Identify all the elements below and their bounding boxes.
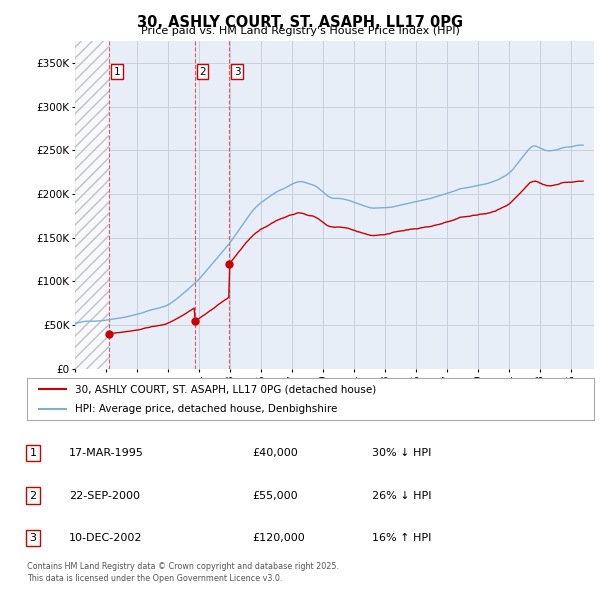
Text: 17-MAR-1995: 17-MAR-1995 [69,448,144,458]
Bar [75,41,109,369]
Text: 2: 2 [199,67,206,77]
Text: £120,000: £120,000 [252,533,305,543]
Text: 3: 3 [29,533,37,543]
Text: 3: 3 [234,67,241,77]
Text: Price paid vs. HM Land Registry's House Price Index (HPI): Price paid vs. HM Land Registry's House … [140,26,460,36]
Text: 30, ASHLY COURT, ST. ASAPH, LL17 0PG (detached house): 30, ASHLY COURT, ST. ASAPH, LL17 0PG (de… [75,385,376,395]
Text: 10-DEC-2002: 10-DEC-2002 [69,533,143,543]
Text: Contains HM Land Registry data © Crown copyright and database right 2025.
This d: Contains HM Land Registry data © Crown c… [27,562,339,583]
Text: £55,000: £55,000 [252,491,298,500]
Text: 26% ↓ HPI: 26% ↓ HPI [372,491,431,500]
Text: 22-SEP-2000: 22-SEP-2000 [69,491,140,500]
Text: HPI: Average price, detached house, Denbighshire: HPI: Average price, detached house, Denb… [75,405,338,414]
Text: £40,000: £40,000 [252,448,298,458]
Text: 1: 1 [29,448,37,458]
Text: 1: 1 [114,67,121,77]
Text: 30% ↓ HPI: 30% ↓ HPI [372,448,431,458]
Text: 2: 2 [29,491,37,500]
Text: 16% ↑ HPI: 16% ↑ HPI [372,533,431,543]
Text: 30, ASHLY COURT, ST. ASAPH, LL17 0PG: 30, ASHLY COURT, ST. ASAPH, LL17 0PG [137,15,463,30]
